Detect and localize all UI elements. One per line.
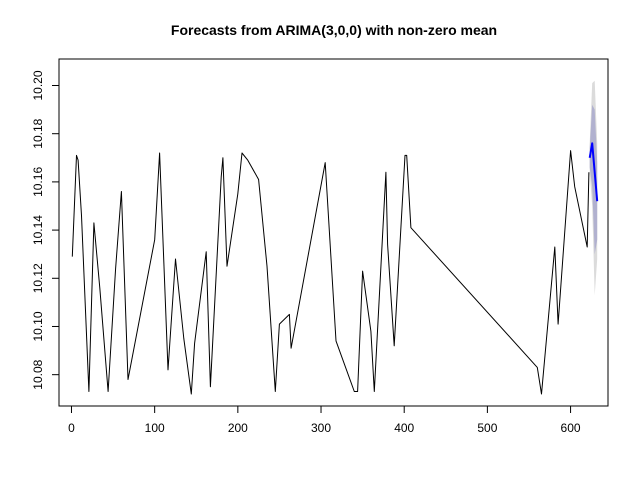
x-tick-label: 300 [311,421,331,435]
y-tick-label: 10.20 [31,70,45,100]
x-tick-label: 200 [228,421,248,435]
x-tick-label: 600 [561,421,581,435]
x-tick-label: 0 [68,421,75,435]
y-tick-label: 10.12 [31,263,45,293]
x-tick-label: 400 [394,421,414,435]
x-axis: 0 100 200 300 400 500 600 [68,405,581,435]
series-lines [71,142,599,395]
y-tick-label: 10.14 [31,215,45,245]
y-tick-label: 10.16 [31,167,45,197]
observed-line [71,150,590,395]
chart-title: Forecasts from ARIMA(3,0,0) with non-zer… [171,22,497,38]
x-tick-label: 500 [477,421,497,435]
y-axis: 10.08 10.10 10.12 10.14 10.16 10.18 10.20 [31,70,60,390]
forecast-line [588,142,599,202]
y-tick-label: 10.18 [31,118,45,148]
prediction-intervals [589,80,598,296]
x-tick-label: 100 [145,421,165,435]
y-tick-label: 10.08 [31,359,45,389]
interval-band-80 [589,104,598,255]
y-tick-label: 10.10 [31,311,45,341]
